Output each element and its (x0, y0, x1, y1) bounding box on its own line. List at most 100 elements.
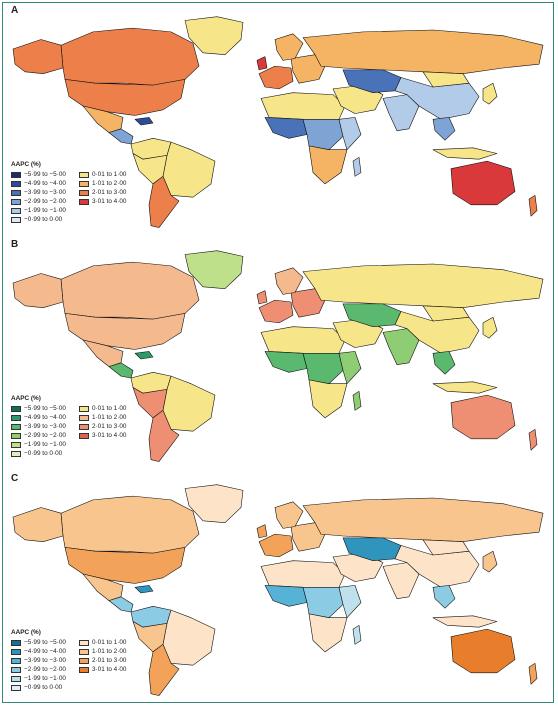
panel-letter: A (11, 5, 19, 16)
region-scandinavia (274, 501, 304, 529)
region-southern-africa (308, 145, 348, 185)
region-new-zealand (528, 429, 538, 451)
legend-swatch (79, 423, 89, 430)
legend-swatch (79, 180, 89, 187)
legend-label: 3·01 to 4·00 (92, 198, 127, 205)
region-russia (302, 263, 544, 308)
legend-swatch (11, 675, 21, 682)
legend-column-positive: 0·01 to 1·00 1·01 to 2·00 2·01 to 3·00 3·01… (79, 405, 145, 457)
region-argentina-chile (148, 410, 180, 462)
panel-a: A AAPC (%) −5·99 to −5·00 −4·99 to −4·00−… (3, 3, 555, 237)
legend-swatch (79, 648, 89, 655)
region-southeast-asia (432, 351, 456, 375)
region-uk (256, 56, 268, 71)
legend-label: −3·99 to −3·00 (24, 657, 66, 664)
region-uk (256, 290, 268, 305)
region-west-africa (264, 117, 308, 139)
region-north-africa (260, 560, 346, 588)
legend-label: −0·99 to 0·00 (24, 684, 63, 691)
legend-swatch (11, 171, 21, 178)
legend-entry: 1·01 to 2·00 (79, 648, 145, 655)
legend-entry: 3·01 to 4·00 (79, 666, 145, 673)
legend-label: −3·99 to −3·00 (24, 423, 66, 430)
region-southeast-asia (432, 585, 456, 609)
region-western-europe (258, 533, 294, 558)
legend-label: −2·99 to −2·00 (24, 198, 66, 205)
panel-b: B AAPC (%) −5·99 to −5·00 −4·99 to −4·00−… (3, 237, 555, 471)
legend-entry: −3·99 to −3·00 (11, 423, 77, 430)
legend-entry: −0·99 to 0·00 (11, 684, 77, 691)
region-japan-korea (482, 316, 498, 339)
panel-letter: B (11, 239, 19, 250)
region-canada (60, 27, 200, 86)
region-north-africa (260, 326, 346, 354)
region-japan-korea (482, 82, 498, 105)
region-scandinavia (274, 267, 304, 295)
legend-swatch (11, 657, 21, 664)
region-argentina-chile (148, 644, 180, 696)
legend-entry: 0·01 to 1·00 (79, 639, 145, 646)
legend-swatch (11, 414, 21, 421)
legend-swatch (11, 639, 21, 646)
legend: AAPC (%) −5·99 to −5·00 −4·99 to −4·00 −3·… (11, 395, 145, 457)
legend-entry: −5·99 to −5·00 (11, 639, 77, 646)
legend-entry: 3·01 to 4·00 (79, 198, 145, 205)
legend-label: −0·99 to 0·00 (24, 216, 63, 223)
legend-entry: −3·99 to −3·00 (11, 657, 77, 664)
legend-entry: −5·99 to −5·00 (11, 171, 77, 178)
legend: AAPC (%) −5·99 to −5·00 −4·99 to −4·00 −3·… (11, 629, 145, 691)
legend-entry: 1·01 to 2·00 (79, 180, 145, 187)
legend-swatch (11, 207, 21, 214)
legend-label: −1·99 to −1·00 (24, 207, 66, 214)
region-argentina-chile (148, 176, 180, 228)
legend-swatch (79, 639, 89, 646)
legend-entry: 2·01 to 3·00 (79, 657, 145, 664)
region-west-africa (264, 585, 308, 607)
region-western-europe (258, 65, 294, 90)
legend-label: −3·99 to −3·00 (24, 189, 66, 196)
region-greenland (184, 250, 244, 289)
legend-swatch (79, 414, 89, 421)
legend-swatch (11, 648, 21, 655)
legend-column-negative: −5·99 to −5·00 −4·99 to −4·00 −3·99 to −3·… (11, 171, 77, 223)
legend-swatch (79, 666, 89, 673)
region-canada (60, 261, 200, 320)
legend-swatch (79, 432, 89, 439)
legend-swatch (11, 432, 21, 439)
legend-label: 0·01 to 1·00 (92, 171, 127, 178)
legend-entry: −4·99 to −4·00 (11, 648, 77, 655)
region-usa (64, 313, 186, 350)
region-greenland (184, 484, 244, 523)
region-central-america (108, 362, 134, 379)
legend-swatch (11, 450, 21, 457)
region-central-africa (302, 353, 344, 384)
legend-entry: −1·99 to −1·00 (11, 441, 77, 448)
legend-label: −4·99 to −4·00 (24, 648, 66, 655)
legend-entry: −1·99 to −1·00 (11, 675, 77, 682)
region-japan-korea (482, 550, 498, 573)
region-central-america (108, 596, 134, 613)
legend-label: 1·01 to 2·00 (92, 648, 127, 655)
legend-label: −0·99 to 0·00 (24, 450, 63, 457)
legend-entry: −0·99 to 0·00 (11, 216, 77, 223)
legend-swatch (11, 198, 21, 205)
legend-entry: −3·99 to −3·00 (11, 189, 77, 196)
legend-swatch (11, 189, 21, 196)
legend-swatch (11, 405, 21, 412)
legend-label: −4·99 to −4·00 (24, 414, 66, 421)
region-canada (60, 495, 200, 554)
legend-label: 2·01 to 3·00 (92, 189, 127, 196)
legend-entry: −2·99 to −2·00 (11, 666, 77, 673)
region-central-africa (302, 119, 344, 150)
region-east-africa (338, 117, 362, 150)
legend-entry: −2·99 to −2·00 (11, 432, 77, 439)
legend-swatch (79, 405, 89, 412)
legend-entry: 0·01 to 1·00 (79, 405, 145, 412)
region-australia (450, 160, 516, 206)
panel-c: C AAPC (%) −5·99 to −5·00 −4·99 to −4·00−… (3, 471, 555, 704)
legend-column-negative: −5·99 to −5·00 −4·99 to −4·00 −3·99 to −3·… (11, 639, 77, 691)
region-indonesia (432, 381, 498, 394)
world-map (12, 484, 544, 696)
region-alaska (12, 507, 64, 542)
